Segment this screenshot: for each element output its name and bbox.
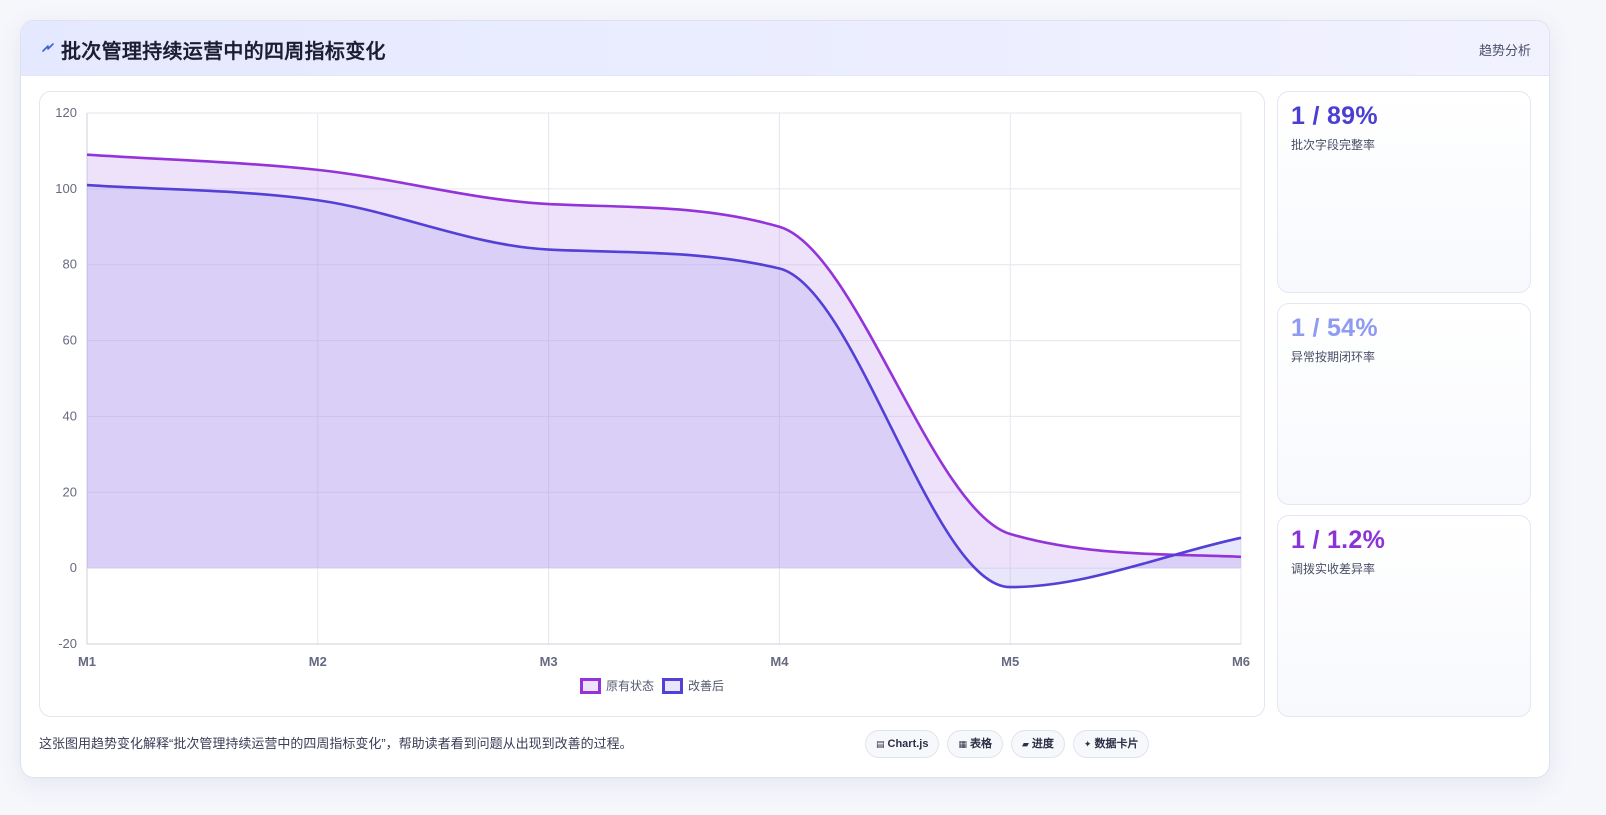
x-tick-label: M5 [1001,654,1019,669]
page-title: 批次管理持续运营中的四周指标变化 [61,41,386,63]
kpi-card-transfer-variance: 1 / 1.2% 调拨实收差异率 [1277,515,1531,717]
chip-data-card[interactable]: ✦ 数据卡片 [1072,730,1150,758]
x-tick-label: M6 [1232,654,1250,669]
y-tick-label: -20 [58,636,77,651]
card-header: 批次管理持续运营中的四周指标变化 趋势分析 [21,21,1549,76]
y-tick-label: 20 [63,484,77,499]
progress-icon: ▰ [1022,739,1029,749]
lightning-icon [42,43,54,52]
tool-chips: ▤ Chart.js ▦ 表格 ▰ 进度 ✦ 数据卡片 [865,730,1157,758]
kpi-value: 1 / 89% [1291,102,1378,130]
series-line [86,183,1242,589]
x-tick-label: M3 [540,654,558,669]
trend-tag[interactable]: 趋势分析 [1478,43,1531,58]
chart-panel: -20 0 20 40 60 80 100 120 M1 M2 M3 M4 M5 M6 原有状态 改善后 [39,91,1265,717]
series-line [86,153,1242,559]
chip-chartjs[interactable]: ▤ Chart.js [865,730,940,758]
chip-table[interactable]: ▦ 表格 [947,730,1003,758]
legend-label: 原有状态 [605,679,654,693]
kpi-label: 调拨实收差异率 [1291,562,1376,576]
area-chart: -20 0 20 40 60 80 100 120 M1 M2 M3 M4 M5 M6 [55,105,1250,669]
x-tick-label: M4 [770,654,789,669]
kpi-card-field-completeness: 1 / 89% 批次字段完整率 [1277,91,1531,293]
y-tick-label: 0 [70,560,77,575]
series-area [87,154,1241,569]
y-tick-label: 120 [55,105,77,120]
chip-label: 数据卡片 [1094,738,1139,750]
series-area [87,185,1241,588]
legend-label: 改善后 [688,679,725,693]
chip-label: Chart.js [887,738,929,750]
table-icon: ▦ [958,739,967,749]
chart-legend: 原有状态 改善后 [40,677,1264,697]
y-tick-label: 40 [63,408,77,423]
legend-swatch [579,677,601,694]
legend-swatch [662,677,683,694]
chart-icon: ▤ [876,739,885,749]
y-tick-label: 80 [63,257,77,272]
kpi-value: 1 / 54% [1291,314,1378,342]
kpi-value: 1 / 1.2% [1291,526,1386,554]
legend-item[interactable]: 原有状态 [579,677,654,694]
kpi-label: 异常按期闭环率 [1291,350,1376,364]
card-icon: ✦ [1083,739,1092,749]
x-tick-label: M1 [78,654,96,669]
legend-item[interactable]: 改善后 [662,677,724,694]
chip-label: 表格 [970,738,992,750]
y-tick-label: 60 [63,333,77,348]
chip-progress[interactable]: ▰ 进度 [1011,730,1065,758]
x-tick-label: M2 [309,654,327,669]
chart-card: 批次管理持续运营中的四周指标变化 趋势分析 -20 0 20 40 60 80 100 120… [20,20,1550,778]
y-tick-label: 100 [55,181,77,196]
kpi-label: 批次字段完整率 [1291,138,1376,152]
kpi-card-exception-closure: 1 / 54% 异常按期闭环率 [1277,303,1531,505]
chip-label: 进度 [1031,738,1054,750]
chart-caption: 这张图用趋势变化解释“批次管理持续运营中的四周指标变化”，帮助读者看到问题从出现… [39,736,633,751]
